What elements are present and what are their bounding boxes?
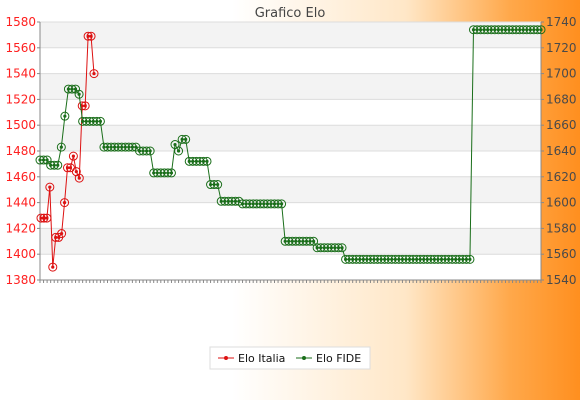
data-point-dot [60, 231, 64, 236]
data-point-dot [71, 154, 75, 158]
data-point-dot [89, 34, 93, 38]
data-point [45, 182, 55, 192]
grid-band [40, 99, 541, 126]
legend: Elo Italia Elo FIDE [209, 346, 371, 370]
right-tick-label: 1580 [546, 221, 577, 235]
right-tick-label: 1720 [546, 41, 577, 55]
data-point-dot [62, 201, 67, 205]
data-point [56, 142, 66, 152]
legend-entry-0: Elo Italia [238, 352, 285, 365]
data-point [80, 101, 90, 111]
data-point-dot [539, 28, 543, 32]
plot-background [40, 21, 541, 281]
right-tick-label: 1740 [546, 15, 577, 29]
data-point-dot [205, 159, 209, 163]
data-point-dot [51, 265, 55, 269]
chart-title: Grafico Elo [255, 6, 326, 21]
data-point-dot [73, 87, 78, 91]
data-point-dot [56, 163, 60, 167]
data-point-dot [216, 182, 220, 187]
data-point-dot [184, 137, 188, 141]
right-tick-label: 1560 [546, 247, 577, 261]
data-point [145, 146, 155, 156]
data-point [42, 213, 52, 223]
data-point [174, 146, 184, 156]
data-point [465, 254, 475, 264]
data-point [48, 262, 58, 272]
left-tick-label: 1500 [5, 118, 36, 132]
data-point-dot [311, 239, 316, 243]
data-point-dot [173, 142, 177, 147]
data-point-dot [92, 72, 96, 76]
right-tick-label: 1700 [546, 67, 577, 81]
left-tick-label: 1560 [5, 41, 36, 55]
data-point-dot [59, 145, 63, 149]
grid-band [40, 22, 541, 48]
left-tick-label: 1580 [5, 15, 36, 29]
data-point [57, 229, 67, 239]
legend-box [209, 346, 371, 370]
data-point-dot [176, 149, 181, 153]
data-point [60, 198, 70, 208]
data-point [53, 160, 63, 170]
data-point [95, 116, 105, 126]
series-layer [35, 25, 546, 272]
data-point-dot [48, 185, 52, 189]
data-point [68, 151, 78, 161]
left-tick-label: 1460 [5, 170, 36, 184]
data-point [86, 31, 96, 41]
data-point [60, 111, 70, 121]
left-tick-label: 1480 [5, 144, 36, 158]
left-tick-label: 1380 [5, 273, 36, 287]
right-tick-label: 1600 [546, 196, 577, 210]
data-point [74, 89, 84, 99]
legend-entry-1: Elo FIDE [316, 352, 361, 365]
data-point-dot [77, 176, 81, 180]
left-tick-label: 1440 [5, 196, 36, 210]
left-tick-label: 1520 [5, 92, 36, 106]
data-point [536, 25, 546, 35]
data-point-dot [280, 202, 284, 206]
data-point-dot [63, 114, 67, 118]
data-point-dot [340, 246, 344, 250]
left-tick-label: 1400 [5, 247, 36, 261]
data-point-dot [77, 92, 81, 96]
data-point [74, 173, 84, 183]
data-point-dot [83, 104, 87, 108]
left-tick-label: 1420 [5, 221, 36, 235]
data-point [337, 243, 347, 253]
data-point [89, 69, 99, 79]
data-point-dot [98, 119, 103, 123]
data-point-dot [45, 216, 49, 220]
left-tick-label: 1540 [5, 67, 36, 81]
grid-band [40, 47, 541, 74]
legend-swatch-dot [302, 356, 306, 360]
grid-band [40, 254, 541, 280]
data-point [277, 199, 287, 209]
grid-band [40, 151, 541, 177]
data-point-dot [68, 166, 73, 170]
data-point [181, 134, 191, 144]
grid-band [40, 176, 541, 203]
right-tick-label: 1540 [546, 273, 577, 287]
data-point-dot [45, 158, 49, 162]
data-point-dot [169, 171, 174, 175]
axes: 1380 1400 1420 1440 1460 1480 1500 1520 1540 1560… [5, 15, 576, 287]
right-tick-label: 1640 [546, 144, 577, 158]
data-point [213, 180, 223, 190]
data-point [166, 168, 176, 178]
series-line-1 [40, 29, 541, 260]
grid-band [40, 202, 541, 229]
right-tick-label: 1680 [546, 92, 577, 106]
data-point [202, 156, 212, 166]
right-tick-label: 1660 [546, 118, 577, 132]
grid-band [40, 73, 541, 100]
right-tick-label: 1620 [546, 170, 577, 184]
data-point-dot [148, 149, 152, 153]
data-point-dot [468, 257, 472, 261]
data-point-dot [74, 170, 78, 174]
legend-swatch-dot [224, 356, 228, 360]
